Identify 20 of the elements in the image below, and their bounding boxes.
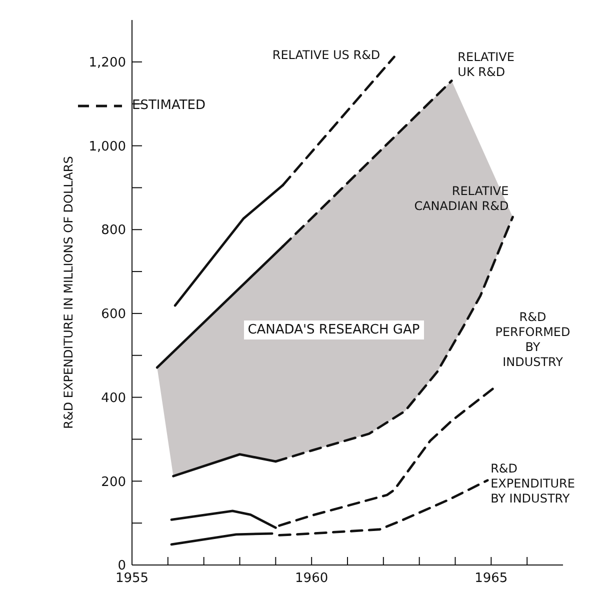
y-tick-label: 1,200 (88, 56, 126, 71)
y-tick-label: 0 (118, 558, 126, 574)
x-tick-label: 1955 (115, 571, 149, 586)
y-tick-label: 600 (101, 307, 126, 322)
series-label: RELATIVE CANADIAN R&D (414, 184, 509, 214)
annotation: ESTIMATED (132, 98, 206, 113)
series-label: R&D PERFORMED BY INDUSTRY (495, 310, 570, 370)
series-label: RELATIVE US R&D (272, 48, 380, 62)
y-axis-title: R&D EXPENDITURE IN MILLIONS OF DOLLARS (61, 156, 76, 429)
x-tick-label: 1965 (474, 571, 508, 586)
series-label: R&D EXPENDITURE BY INDUSTRY (490, 461, 575, 506)
y-tick-label: 200 (101, 474, 126, 490)
y-tick-label: 400 (101, 390, 126, 406)
x-tick-label: 1960 (295, 571, 328, 586)
y-tick-label: 800 (101, 223, 126, 238)
series-label: RELATIVE UK R&D (458, 50, 514, 79)
line-series (170, 510, 277, 529)
line-series (278, 479, 489, 536)
y-tick-label: 1,000 (88, 139, 126, 154)
annotation: CANADA'S RESEARCH GAP (244, 320, 424, 340)
